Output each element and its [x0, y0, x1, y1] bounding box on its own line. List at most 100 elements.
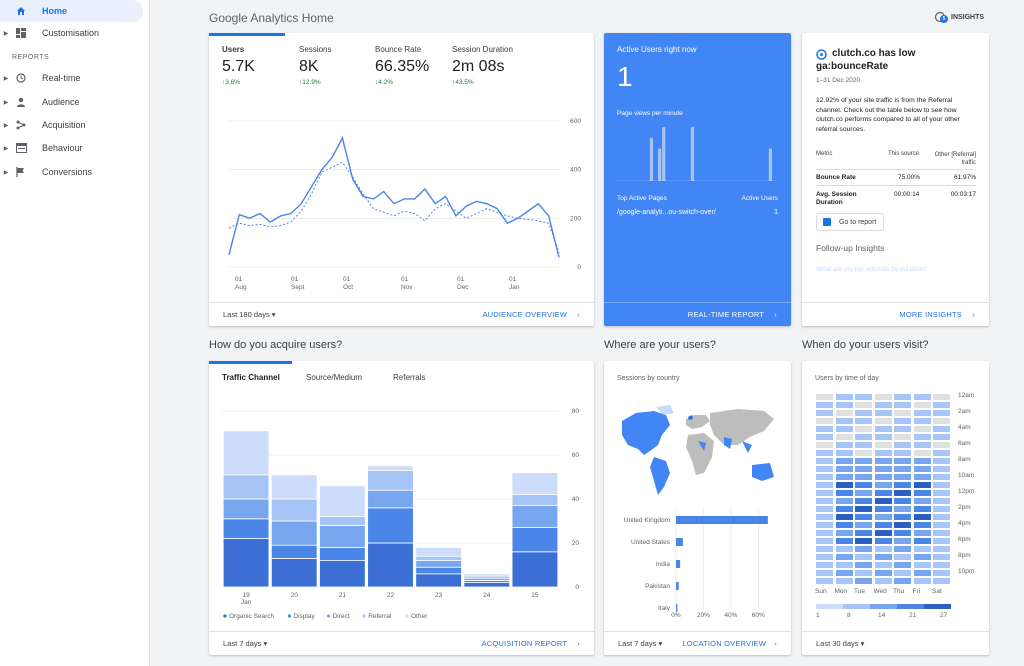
link-label: MORE INSIGHTS — [899, 310, 962, 319]
insight-footer: MORE INSIGHTS › — [802, 302, 989, 326]
metric-session-duration[interactable]: Session Duration 2m 08s ↑43.5% — [452, 45, 513, 86]
heatmap-cell — [933, 554, 950, 560]
metric-label: Users — [222, 45, 245, 54]
caret-right-icon: ▶ — [3, 169, 9, 176]
heatmap-cell — [835, 578, 853, 584]
metric-value: 66.35% — [375, 58, 430, 75]
heatmap-cell — [874, 554, 892, 560]
legend-swatch — [924, 604, 951, 609]
col-metric: Metric — [816, 151, 833, 157]
legend-dot — [327, 614, 331, 618]
metric-users[interactable]: Users 5.7K ↑3.6% — [222, 45, 255, 86]
row-source: 00:00:14 — [894, 191, 920, 198]
sidebar-item-label: Conversions — [42, 167, 93, 177]
bar-segment — [222, 498, 270, 520]
heatmap-cell — [816, 394, 833, 400]
heatmap-cell — [894, 394, 911, 400]
hour-label: 2am — [958, 408, 971, 415]
sidebar-item-acquisition[interactable]: ▶ Acquisition — [0, 114, 143, 136]
heatmap-cell — [933, 538, 950, 544]
acquisition-report-link[interactable]: ACQUISITION REPORT › — [482, 639, 580, 648]
tab-traffic-channel[interactable]: Traffic Channel — [222, 373, 280, 382]
sidebar-item-conversions[interactable]: ▶ Conversions — [0, 161, 143, 183]
legend-dot — [405, 614, 409, 618]
top-page-path[interactable]: /google-analyti...ou-switch-over/ — [617, 209, 716, 216]
sidebar-item-customisation[interactable]: ▶ Customisation — [0, 22, 143, 44]
bar-segment — [511, 527, 559, 553]
date-range-dropdown[interactable]: Last 7 days ▾ — [223, 639, 267, 648]
metric-label: Bounce Rate — [375, 45, 422, 54]
sidebar-item-behaviour[interactable]: ▶ Behaviour — [0, 137, 143, 159]
heatmap-cell — [894, 514, 911, 520]
heatmap-cell — [933, 418, 950, 424]
heatmap-cell — [816, 514, 833, 520]
row-source: 75.00% — [898, 174, 921, 181]
heatmap-cell — [874, 458, 892, 464]
pageview-bar — [649, 137, 654, 181]
caret-right-icon: ▶ — [3, 145, 9, 152]
bar-segment — [222, 538, 270, 588]
heatmap-cell — [933, 466, 950, 472]
heatmap-cell — [835, 562, 853, 568]
chevron-right-icon: › — [972, 310, 975, 319]
heatmap-cell — [933, 522, 950, 528]
tab-source-medium[interactable]: Source/Medium — [306, 373, 363, 382]
legend-label: 1 — [816, 612, 820, 619]
metric-change: ↓4.2% — [375, 79, 394, 86]
heatmap-cell — [894, 538, 911, 544]
sidebar-item-label: Audience — [42, 97, 80, 107]
more-insights-link[interactable]: MORE INSIGHTS › — [899, 310, 975, 319]
heatmap-cell — [855, 402, 872, 408]
bar-segment — [319, 560, 366, 588]
hour-label: 12pm — [958, 488, 975, 495]
tab-referrals[interactable]: Referrals — [393, 373, 426, 382]
page-title: Google Analytics Home — [209, 11, 334, 25]
heatmap-cell — [933, 458, 950, 464]
heatmap-cell — [816, 410, 833, 416]
x-tick-label: 22 — [387, 592, 395, 599]
metric-bounce-rate[interactable]: Bounce Rate 66.35% ↓4.2% — [375, 45, 429, 86]
sidebar-item-home[interactable]: Home — [0, 0, 143, 22]
heatmap-cell — [913, 410, 931, 416]
heatmap-cell — [874, 490, 892, 496]
followup-question-link[interactable]: What are my top referrals by duration? — [816, 266, 927, 273]
sidebar-item-audience[interactable]: ▶ Audience — [0, 91, 143, 113]
pageviews-chart — [617, 127, 777, 181]
link-label: REAL-TIME REPORT — [687, 310, 764, 319]
x-tick-day: 01 — [457, 276, 465, 283]
heatmap-cell — [835, 506, 853, 512]
audience-overview-link[interactable]: AUDIENCE OVERVIEW › — [482, 310, 580, 319]
button-label: Go to report — [839, 218, 877, 226]
heatmap-cell — [933, 482, 950, 488]
insights-button[interactable]: 5 INSIGHTS — [934, 11, 984, 23]
date-range-dropdown[interactable]: Last 7 days ▾ — [618, 639, 662, 648]
hour-label: 6am — [958, 440, 971, 447]
date-range-dropdown[interactable]: Last 30 days ▾ — [816, 639, 864, 648]
heatmap-cell — [894, 442, 911, 448]
heatmap-cell — [855, 530, 872, 536]
heatmap-cell — [894, 450, 911, 456]
heatmap-cell — [913, 538, 931, 544]
x-tick-label: 24 — [483, 592, 491, 599]
row-metric: Avg. Session Duration — [816, 191, 857, 206]
date-range-label: Last 30 days — [816, 639, 859, 648]
date-range-dropdown[interactable]: Last 180 days ▾ — [223, 310, 276, 319]
heatmap-cell — [855, 554, 872, 560]
y-tick-label: 40 — [572, 496, 580, 503]
legend-label: 14 — [878, 612, 886, 619]
go-to-report-button[interactable]: Go to report — [816, 213, 884, 231]
heatmap-cell — [874, 498, 892, 504]
x-tick-label: 60% — [752, 612, 765, 619]
heatmap-cell — [855, 522, 872, 528]
pageview-bar — [768, 148, 772, 181]
location-overview-link[interactable]: LOCATION OVERVIEW › — [682, 639, 777, 648]
realtime-report-link[interactable]: REAL-TIME REPORT › — [688, 310, 777, 319]
sidebar-item-realtime[interactable]: ▶ Real-time — [0, 67, 143, 89]
heatmap-cell — [855, 498, 872, 504]
sidebar-item-label: Acquisition — [42, 120, 86, 130]
heatmap-cell — [894, 434, 911, 440]
metric-sessions[interactable]: Sessions 8K ↑12.9% — [299, 45, 331, 86]
heatmap-cell — [855, 426, 872, 432]
heatmap-cell — [816, 434, 833, 440]
